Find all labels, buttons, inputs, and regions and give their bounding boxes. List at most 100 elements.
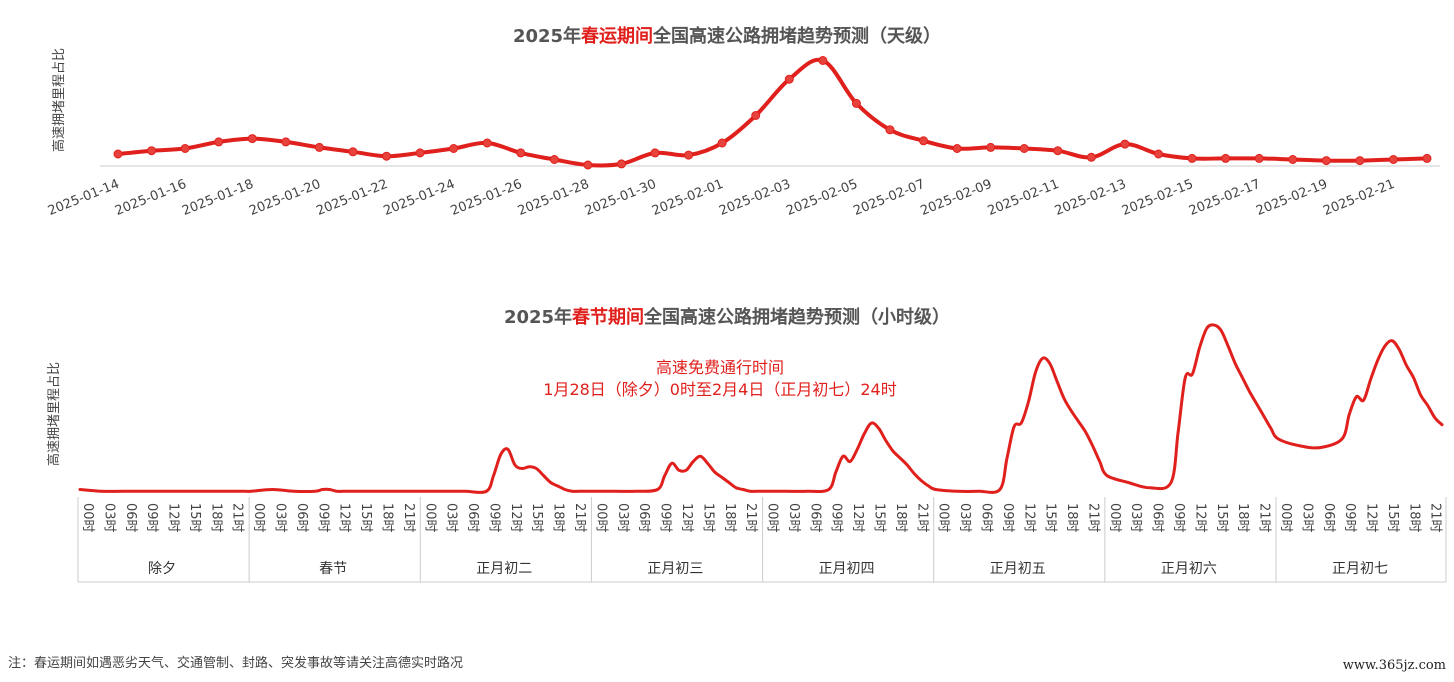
top-data-point xyxy=(1086,152,1096,162)
hour-tick-label: 21时 xyxy=(1085,503,1100,533)
hour-tick-label: 18时 xyxy=(1235,503,1250,533)
top-title-highlight: 春运期间 xyxy=(581,26,654,47)
top-x-tick-label: 2025-02-11 xyxy=(986,177,1062,219)
top-x-tick-label: 2025-02-03 xyxy=(717,177,793,219)
hour-tick-label: 21时 xyxy=(230,503,245,533)
top-data-point xyxy=(650,148,660,158)
top-data-point xyxy=(784,74,794,84)
top-x-tick-label: 2025-01-18 xyxy=(180,177,256,219)
hour-tick-label: 09时 xyxy=(1000,503,1015,533)
top-title-prefix: 2025年 xyxy=(512,26,582,47)
top-data-point xyxy=(583,160,593,170)
top-x-tick-label: 2025-02-21 xyxy=(1321,177,1397,219)
hour-tick-label: 21时 xyxy=(743,503,758,533)
hour-tick-label: 06时 xyxy=(978,503,993,533)
top-data-point xyxy=(180,144,190,153)
top-data-point xyxy=(147,146,157,156)
top-series-line xyxy=(116,57,1429,168)
top-data-point xyxy=(1321,156,1331,166)
hour-tick-label: 12时 xyxy=(166,503,181,533)
top-data-point xyxy=(1221,153,1231,163)
top-x-tick-label: 2025-01-30 xyxy=(583,177,659,219)
top-x-tick-label: 2025-02-09 xyxy=(918,177,994,219)
hour-tick-label: 03时 xyxy=(957,503,972,533)
top-x-tick-label: 2025-02-15 xyxy=(1120,177,1196,219)
top-data-point xyxy=(281,137,291,147)
top-data-point xyxy=(1422,153,1432,163)
hour-tick-label: 06时 xyxy=(1150,503,1165,533)
hour-tick-label: 15时 xyxy=(1043,503,1058,533)
top-x-tick-label: 2025-01-28 xyxy=(516,177,592,219)
hour-tick-label: 00时 xyxy=(593,503,608,533)
hour-tick-label: 09时 xyxy=(1342,503,1357,533)
hour-tick-label: 09时 xyxy=(1171,503,1186,533)
top-data-point xyxy=(549,155,559,164)
free-toll-title: 高速免费通行时间 xyxy=(655,358,784,377)
top-x-tick-label: 2025-02-19 xyxy=(1254,177,1330,219)
hour-tick-label: 00时 xyxy=(80,503,95,533)
hour-tick-label: 18时 xyxy=(893,503,908,533)
top-data-point xyxy=(247,134,257,144)
top-x-tick-label: 2025-02-05 xyxy=(784,177,860,219)
top-x-tick-label: 2025-02-01 xyxy=(650,177,726,219)
hour-tick-label: 09时 xyxy=(315,503,330,533)
free-toll-annotation: 高速免费通行时间 1月28日（除夕）0时至2月4日（正月初七）24时 xyxy=(420,357,1020,401)
top-data-point xyxy=(516,148,526,158)
hour-tick-label: 15时 xyxy=(187,503,202,533)
hour-tick-label: 06时 xyxy=(807,503,822,533)
top-x-tick-label: 2025-01-26 xyxy=(449,177,525,219)
top-data-point xyxy=(919,136,929,146)
top-data-point xyxy=(382,151,392,161)
top-data-point xyxy=(1120,139,1130,149)
top-data-point xyxy=(482,138,492,148)
free-toll-period: 1月28日（除夕）0时至2月4日（正月初七）24时 xyxy=(543,380,897,399)
hour-tick-label: 03时 xyxy=(444,503,459,533)
hour-tick-label: 12时 xyxy=(850,503,865,533)
hour-tick-label: 12时 xyxy=(1192,503,1207,533)
hour-tick-label: 03时 xyxy=(786,503,801,533)
top-data-point xyxy=(348,147,358,157)
top-data-point xyxy=(818,56,828,65)
top-data-point xyxy=(717,138,727,148)
day-label: 正月初三 xyxy=(647,560,703,577)
top-data-point xyxy=(214,137,224,147)
top-x-tick-label: 2025-02-07 xyxy=(851,177,927,219)
hour-tick-label: 03时 xyxy=(1128,503,1143,533)
hour-tick-label: 21时 xyxy=(1428,503,1443,533)
hour-tick-label: 12时 xyxy=(1364,503,1379,533)
hour-tick-label: 18时 xyxy=(379,503,394,533)
hour-tick-label: 12时 xyxy=(508,503,523,533)
top-data-point xyxy=(885,125,895,135)
top-chart-title: 2025年春运期间全国高速公路拥堵趋势预测（天级） xyxy=(0,22,1454,48)
top-data-point xyxy=(851,98,861,108)
hour-tick-label: 00时 xyxy=(936,503,951,533)
hour-tick-label: 00时 xyxy=(1107,503,1122,533)
top-x-tick-label: 2025-01-24 xyxy=(381,177,457,219)
top-data-point xyxy=(986,142,996,152)
top-data-point xyxy=(1053,146,1063,156)
hour-tick-label: 12时 xyxy=(337,503,352,533)
hour-tick-label: 15时 xyxy=(529,503,544,533)
top-data-point xyxy=(952,144,962,153)
hour-tick-label: 00时 xyxy=(1278,503,1293,533)
top-title-suffix: 全国高速公路拥堵趋势预测（天级） xyxy=(653,26,942,47)
bottom-series-line xyxy=(78,323,1444,494)
top-data-point xyxy=(415,148,425,158)
day-label: 春节 xyxy=(319,561,347,577)
top-data-point xyxy=(314,142,324,152)
hour-tick-label: 21时 xyxy=(401,503,416,533)
hour-tick-label: 03时 xyxy=(101,503,116,533)
top-x-tick-label: 2025-01-16 xyxy=(113,177,189,219)
hour-tick-label: 15时 xyxy=(1385,503,1400,533)
top-x-tick-label: 2025-02-17 xyxy=(1187,177,1263,219)
hour-tick-label: 00时 xyxy=(251,503,266,533)
top-data-point xyxy=(1254,153,1264,163)
top-data-point xyxy=(1288,155,1298,164)
bottom-title-highlight: 春节期间 xyxy=(572,307,645,328)
hour-tick-label: 21时 xyxy=(1257,503,1272,533)
hour-tick-label: 06时 xyxy=(1321,503,1336,533)
hour-tick-label: 21时 xyxy=(572,503,587,533)
hour-tick-label: 18时 xyxy=(1064,503,1079,533)
hour-tick-label: 09时 xyxy=(829,503,844,533)
